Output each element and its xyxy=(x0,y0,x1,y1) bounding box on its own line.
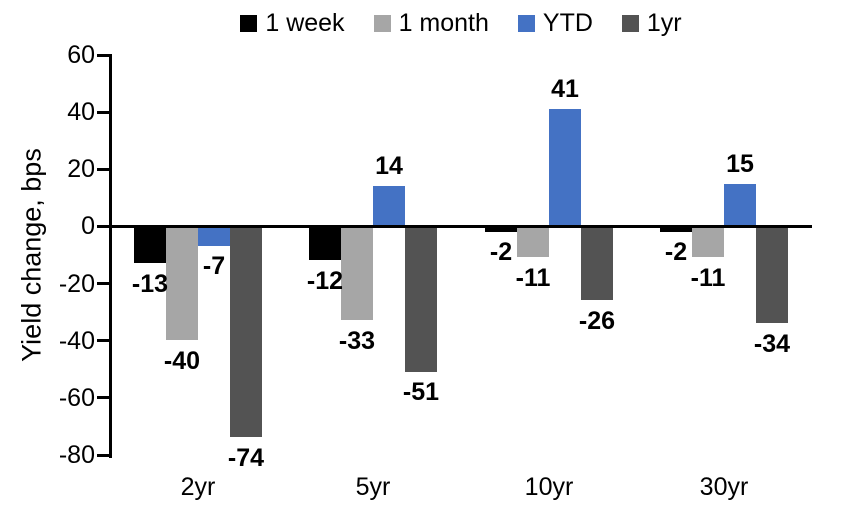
y-axis-tick xyxy=(97,54,109,57)
legend-swatch-icon xyxy=(373,14,391,32)
bar xyxy=(341,226,373,320)
bar-value-label: 41 xyxy=(551,75,579,103)
legend-item: 1yr xyxy=(621,8,682,38)
bar xyxy=(756,226,788,323)
bar-value-label: -2 xyxy=(664,238,688,266)
bar xyxy=(309,226,341,260)
chart-legend: 1 week 1 month YTD 1yr xyxy=(110,6,812,40)
y-axis-tick xyxy=(97,454,109,457)
x-axis-category-label: 5yr xyxy=(355,473,391,501)
y-axis-tick-label: 60 xyxy=(67,41,95,69)
bar xyxy=(134,226,166,263)
y-axis-tick xyxy=(97,225,109,228)
legend-item: 1 month xyxy=(373,8,489,38)
y-axis-tick-label: 20 xyxy=(67,155,95,183)
y-axis-tick-label: 40 xyxy=(67,98,95,126)
y-axis-tick xyxy=(97,396,109,399)
legend-label: YTD xyxy=(542,9,593,37)
bar xyxy=(405,226,437,372)
bar-value-label: -74 xyxy=(227,444,265,472)
bar-value-label: -34 xyxy=(753,330,791,358)
bar xyxy=(230,226,262,437)
bar xyxy=(485,226,517,232)
x-axis-category-label: 30yr xyxy=(699,473,749,501)
bar-value-label: -2 xyxy=(489,238,513,266)
bar xyxy=(517,226,549,257)
bar-value-label: -26 xyxy=(578,307,616,335)
y-axis-tick xyxy=(97,111,109,114)
bar-value-label: -51 xyxy=(402,378,440,406)
y-axis-tick xyxy=(97,339,109,342)
legend-swatch-icon xyxy=(240,14,258,32)
bar xyxy=(549,109,581,226)
bar xyxy=(660,226,692,232)
bar-value-label: 14 xyxy=(375,152,403,180)
y-axis-line xyxy=(109,54,112,458)
y-axis-tick-label: 0 xyxy=(81,212,95,240)
x-axis-category-label: 2yr xyxy=(180,473,216,501)
x-axis-zero-line xyxy=(109,225,812,228)
legend-item: YTD xyxy=(517,8,593,38)
legend-item: 1 week xyxy=(240,8,345,38)
bar xyxy=(581,226,613,300)
bar-value-label: -11 xyxy=(515,264,551,292)
legend-label: 1 week xyxy=(265,9,345,37)
bar xyxy=(373,186,405,226)
y-axis-tick xyxy=(97,168,109,171)
bar-value-label: -40 xyxy=(163,347,201,375)
y-axis-tick-label: -40 xyxy=(58,327,95,355)
y-axis-tick-label: -60 xyxy=(58,384,95,412)
y-axis-tick-label: -20 xyxy=(58,270,95,298)
bar xyxy=(692,226,724,257)
bar xyxy=(166,226,198,340)
legend-swatch-icon xyxy=(517,14,535,32)
legend-label: 1yr xyxy=(646,9,682,37)
legend-swatch-icon xyxy=(621,14,639,32)
bar xyxy=(724,184,756,227)
bar-value-label: -12 xyxy=(306,267,344,295)
x-axis-category-label: 10yr xyxy=(524,473,574,501)
bar-value-label: -33 xyxy=(338,327,376,355)
bar-value-label: 15 xyxy=(726,150,754,178)
bar-value-label: -11 xyxy=(690,264,726,292)
bar-value-label: -13 xyxy=(131,270,169,298)
y-axis-tick xyxy=(97,282,109,285)
y-axis-tick-label: -80 xyxy=(58,441,95,469)
legend-label: 1 month xyxy=(398,9,489,37)
bar-value-label: -7 xyxy=(202,252,226,280)
bar xyxy=(198,226,230,246)
